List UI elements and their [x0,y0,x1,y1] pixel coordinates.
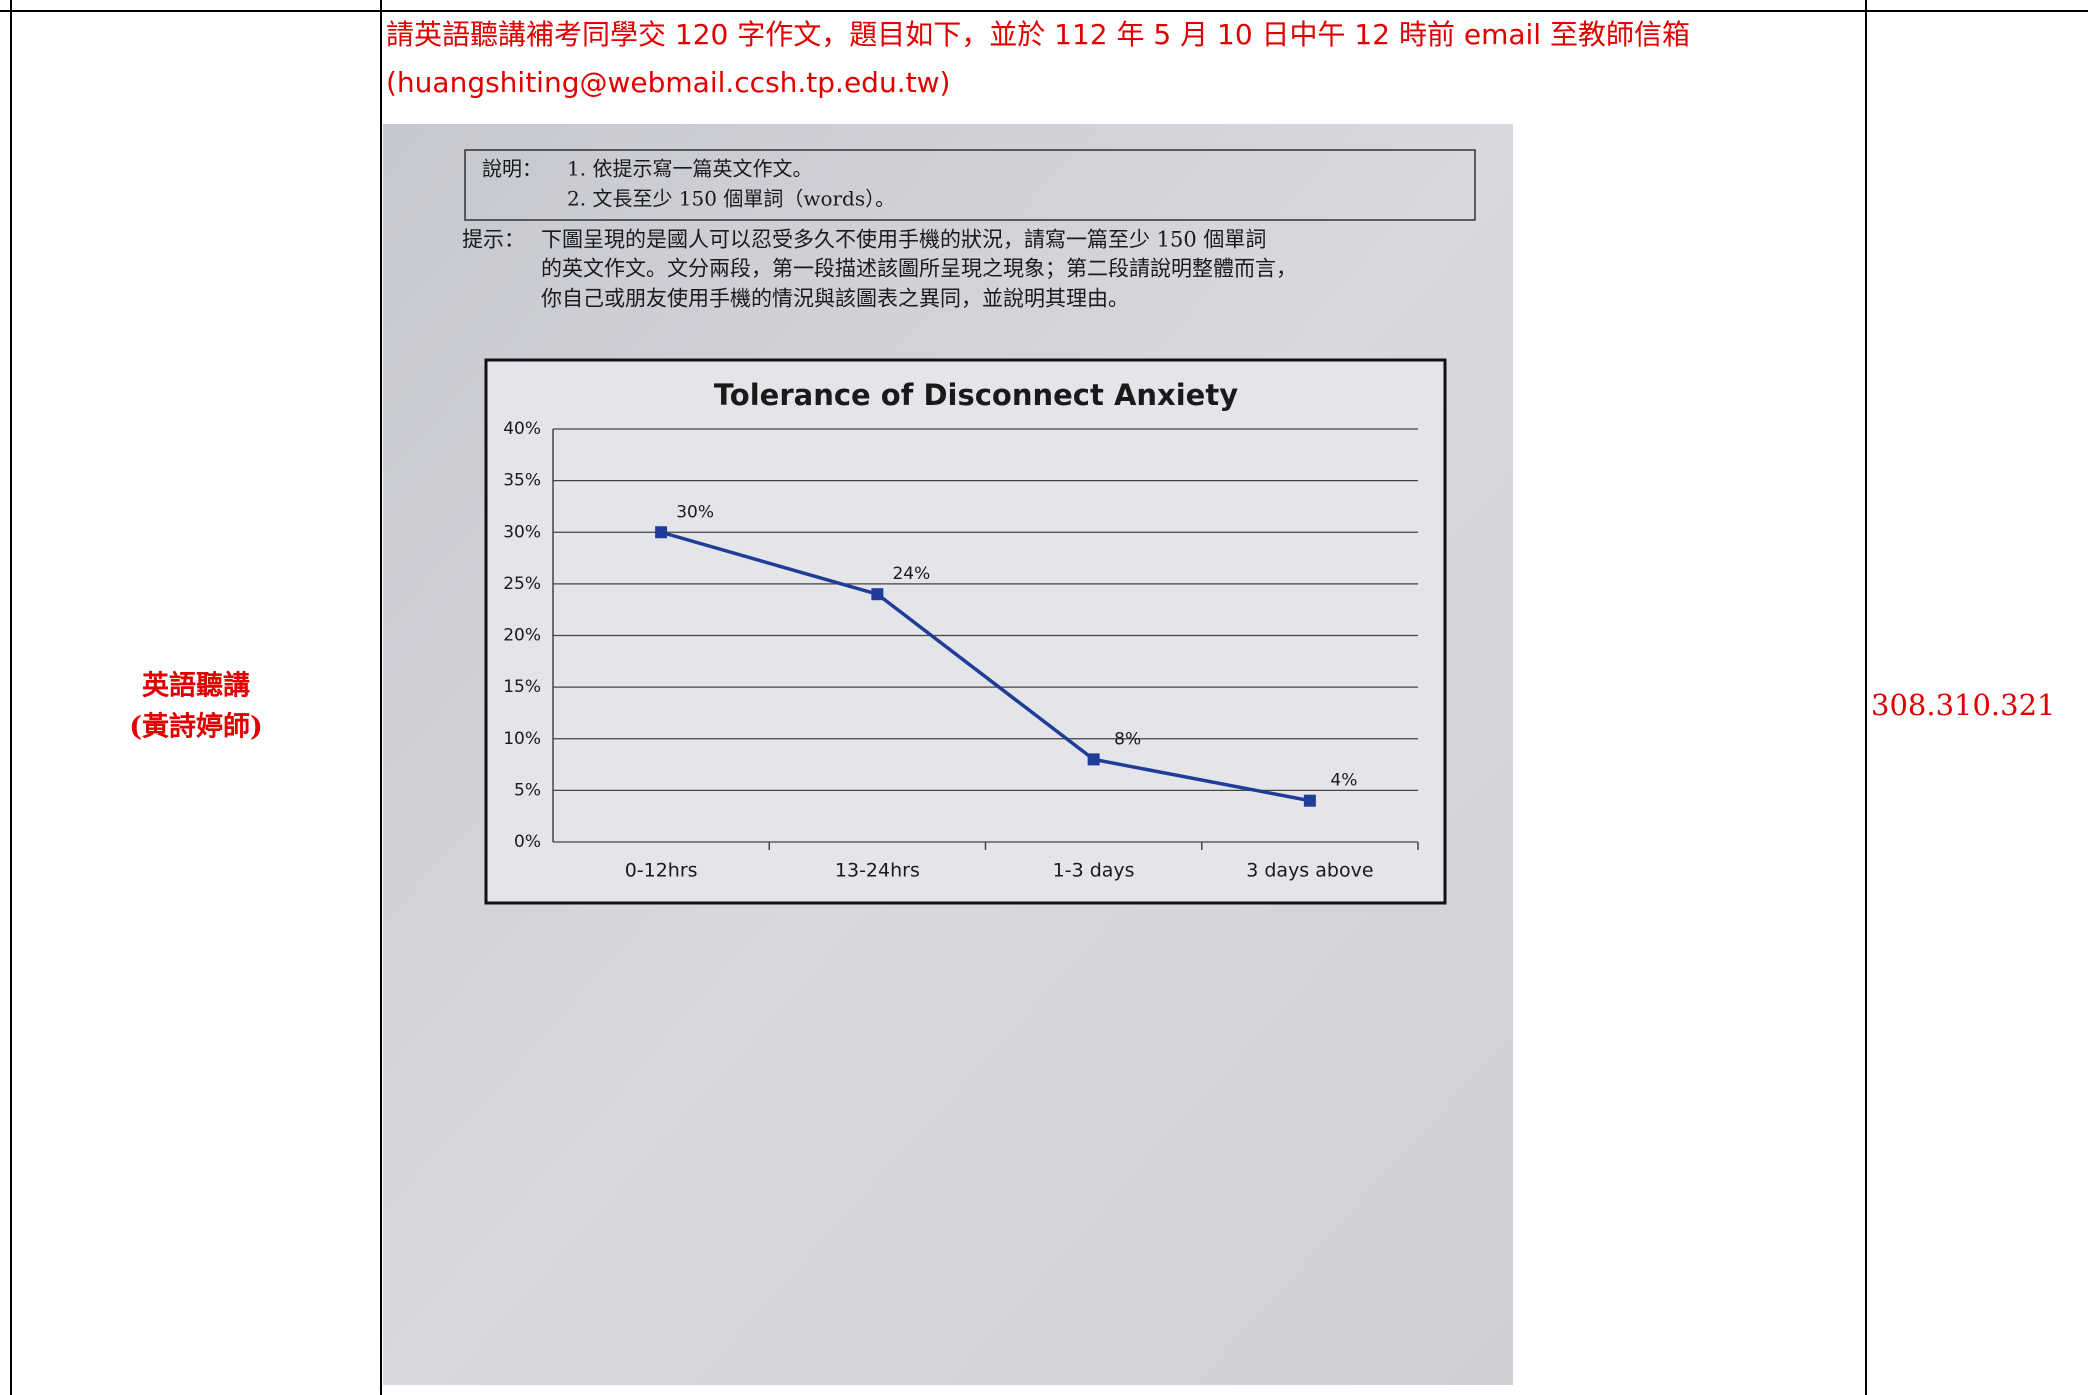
hint-line: 你自己或朋友使用手機的情況與該圖表之異同，並說明其理由。 [541,287,1129,311]
textbook-photo: 說明： 1. 依提示寫一篇英文作文。 2. 文長至少 150 個單詞（words… [383,124,1513,1385]
y-tick-label: 30% [503,522,541,542]
data-point [1303,794,1316,807]
chart-title: Tolerance of Disconnect Anxiety [714,378,1238,412]
chart: 0% 5% 10% 15% 20% 25% 30% 35% 40% 0-12hrs 13-24hrs… [503,419,1419,882]
hint-line: 下圖呈現的是國人可以忍受多久不使用手機的狀況，請寫一篇至少 150 個單詞 [541,228,1266,252]
hint-line: 的英文作文。文分兩段，第一段描述該圖所呈現之現象；第二段請說明整體而言， [541,257,1297,281]
teacher: (黃詩婷師) [129,711,263,743]
data-point [655,526,668,539]
pages: 308.310.321 [1871,688,2056,722]
data-label: 8% [1114,729,1141,749]
data-label: 30% [676,502,714,522]
note: 2. 文長至少 150 個單詞（words）。 [567,187,895,211]
y-tick-label: 20% [503,626,541,646]
y-tick-label: 10% [503,729,541,749]
y-tick-label: 40% [503,419,541,439]
x-tick-label: 3 days above [1246,860,1373,882]
x-tick-label: 1-3 days [1053,860,1135,882]
data-line [660,530,1311,803]
data-label: 24% [892,564,930,584]
note: 1. 依提示寫一篇英文作文。 [567,157,812,181]
y-tick-label: 15% [503,677,541,697]
x-tick-label: 13-24hrs [835,860,920,882]
data-point [1087,753,1100,766]
y-tick-label: 25% [503,574,541,594]
notes-box [464,149,1476,221]
x-tick-label: 0-12hrs [625,860,698,882]
y-tick-label: 0% [514,832,541,852]
subject: 英語聽講 [142,670,250,702]
data-point [871,588,884,601]
email: (huangshiting@webmail.ccsh.tp.edu.tw) [386,66,950,99]
notes-label: 說明： [482,157,542,181]
y-tick-label: 35% [503,471,541,491]
instruction: 請英語聽講補考同學交 120 字作文，題目如下，並於 112 年 5 月 10 … [386,18,1690,51]
chart-frame [484,358,1447,905]
data-label: 4% [1330,771,1357,791]
y-tick-label: 5% [514,780,541,800]
hint-label: 提示： [462,228,525,252]
